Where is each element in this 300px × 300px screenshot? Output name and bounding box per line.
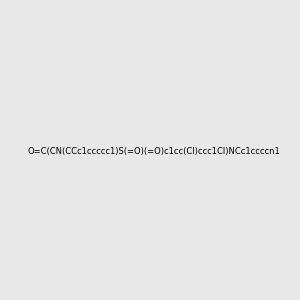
Text: O=C(CN(CCc1ccccc1)S(=O)(=O)c1cc(Cl)ccc1Cl)NCc1ccccn1: O=C(CN(CCc1ccccc1)S(=O)(=O)c1cc(Cl)ccc1C…: [27, 147, 280, 156]
